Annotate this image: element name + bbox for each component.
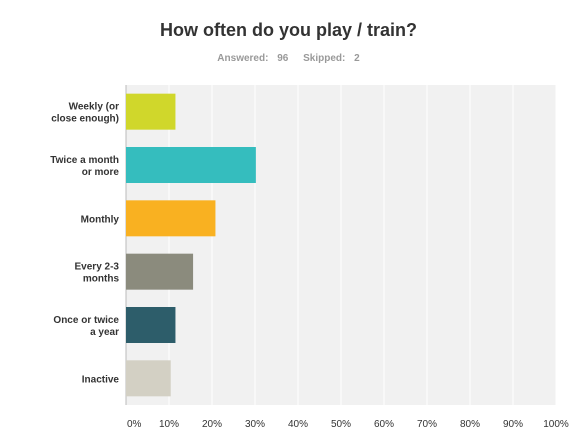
x-tick-label: 60% bbox=[374, 419, 394, 430]
category-label: Inactive bbox=[82, 374, 120, 385]
bar bbox=[126, 253, 194, 290]
category-label: Every 2-3 months bbox=[75, 262, 120, 285]
x-tick-label: 10% bbox=[159, 419, 179, 430]
category-labels: Weekly (or close enough) Twice a month or m… bbox=[50, 102, 119, 386]
x-tick-label: 40% bbox=[288, 419, 308, 430]
bar bbox=[126, 200, 216, 237]
bars bbox=[126, 93, 256, 397]
chart-title: How often do you play / train? bbox=[159, 20, 417, 40]
category-label: Twice a month or more bbox=[50, 155, 119, 178]
x-tick-label: 20% bbox=[202, 419, 222, 430]
bar bbox=[126, 360, 171, 397]
bar bbox=[126, 147, 256, 183]
x-tick-label: 0% bbox=[127, 419, 142, 430]
x-tick-label: 30% bbox=[245, 419, 265, 430]
category-label: Once or twice a year bbox=[53, 315, 119, 338]
skipped-count: Skipped: 2 bbox=[303, 53, 360, 64]
bar bbox=[126, 93, 176, 130]
x-tick-label: 90% bbox=[503, 419, 523, 430]
x-tick-label: 50% bbox=[331, 419, 351, 430]
category-label: Weekly (or close enough) bbox=[51, 102, 119, 125]
x-tick-label: 100% bbox=[543, 419, 569, 430]
gridlines bbox=[125, 85, 557, 405]
x-tick-label: 80% bbox=[460, 419, 480, 430]
answered-count: Answered: 96 bbox=[217, 53, 289, 64]
bar bbox=[126, 307, 176, 343]
response-summary: Answered: 96 Skipped: 2 bbox=[0, 53, 577, 64]
category-label: Monthly bbox=[81, 214, 120, 225]
x-tick-label: 70% bbox=[417, 419, 437, 430]
x-axis-ticks: 0% 10% 20% 30% 40% 50% 60% 70% 80% 90% 100% bbox=[127, 419, 569, 430]
